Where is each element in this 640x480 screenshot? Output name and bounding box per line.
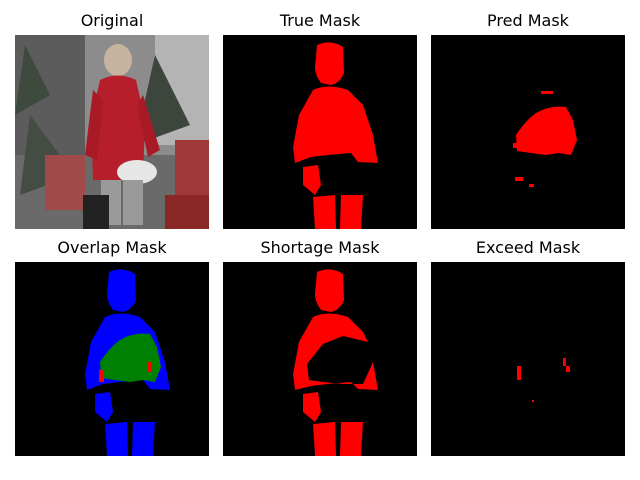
shortage-mask-panel	[223, 262, 417, 456]
exceed-mask-region	[517, 358, 570, 402]
original-image-panel	[15, 35, 209, 229]
mask-background	[431, 262, 625, 456]
panel-title-true-mask: True Mask	[279, 11, 361, 30]
panel-title-exceed-mask: Exceed Mask	[475, 238, 581, 257]
panel-title-shortage-mask: Shortage Mask	[260, 238, 380, 257]
true-mask-image	[223, 35, 417, 229]
overlap-both-region	[100, 333, 161, 382]
panel-title-pred-mask: Pred Mask	[487, 11, 569, 30]
shortage-mask-region	[293, 269, 378, 456]
true-mask-region	[293, 42, 378, 229]
pred-mask-region	[513, 91, 577, 187]
pred-mask-panel	[431, 35, 625, 229]
true-mask-panel	[223, 35, 417, 229]
exceed-mask-image	[431, 262, 625, 456]
overlap-pred-only-region	[99, 362, 152, 382]
exceed-mask-panel	[431, 262, 625, 456]
pred-mask-image	[431, 35, 625, 229]
panel-title-original: Original	[80, 11, 144, 30]
overlap-mask-image	[15, 262, 209, 456]
overlap-mask-panel	[15, 262, 209, 456]
shortage-mask-image	[223, 262, 417, 456]
panel-title-overlap-mask: Overlap Mask	[57, 238, 167, 257]
original-image	[15, 35, 209, 229]
